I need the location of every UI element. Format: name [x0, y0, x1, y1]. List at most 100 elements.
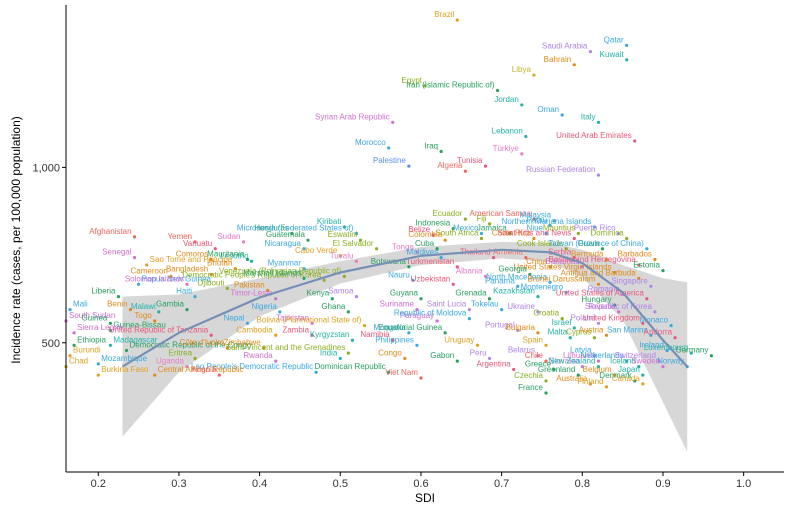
- data-point-label: Ecuador: [433, 209, 463, 218]
- data-point-group: Fiji: [476, 214, 492, 226]
- data-point-label: Slovakia: [549, 357, 580, 366]
- data-point: [637, 276, 641, 280]
- data-point-label: United States of America: [556, 289, 645, 298]
- data-point-group: Ghana: [321, 302, 350, 314]
- x-tick-label: 0.3: [171, 478, 186, 490]
- data-point-group: Belarus: [508, 346, 540, 358]
- data-point: [572, 236, 576, 241]
- data-point-label: Romania: [588, 285, 621, 294]
- data-point-label: Madagascar: [113, 335, 157, 344]
- data-point: [374, 247, 379, 251]
- data-point-label: Tajikistan: [276, 313, 309, 322]
- data-point-label: Taiwan (Province of China): [548, 239, 644, 248]
- data-point-label: Costa Rica: [492, 228, 532, 237]
- data-point-label: Iran (Islamic Republic of): [406, 81, 495, 90]
- data-point: [435, 247, 439, 251]
- data-point-label: Paraguay: [400, 311, 434, 320]
- data-point: [310, 333, 314, 337]
- data-point-label: Afghanistan: [89, 227, 131, 236]
- data-point: [443, 238, 447, 242]
- data-point-label: Togo: [134, 311, 152, 320]
- data-point: [572, 63, 576, 67]
- data-point-label: Viet Nam: [385, 368, 418, 377]
- data-point-label: Saint Vincent and the Grenadines: [226, 343, 346, 352]
- data-point-label: Micronesia (Federated States of): [237, 224, 354, 233]
- data-point: [455, 359, 459, 363]
- data-point-group: Switzerland: [615, 351, 661, 363]
- data-point-group: United States of America: [556, 289, 649, 301]
- data-point: [496, 88, 500, 93]
- x-tick-label: 0.8: [575, 478, 590, 490]
- data-point-group: Mali: [68, 300, 88, 312]
- data-point-group: Honduras: [254, 224, 294, 236]
- data-point-label: Indonesia: [416, 219, 451, 228]
- data-point: [544, 231, 548, 236]
- data-point-label: Kiribati: [317, 217, 342, 226]
- data-point: [463, 169, 467, 173]
- data-point-label: Nepal: [224, 313, 245, 322]
- data-point-group: Mongolia: [373, 323, 411, 335]
- data-point-group: South Africa: [435, 228, 484, 241]
- data-point-group: Sweden: [631, 357, 665, 369]
- data-point-group: Burkina Faso: [96, 365, 149, 377]
- data-point: [544, 359, 548, 363]
- data-point-label: Namibia: [360, 330, 390, 339]
- data-point-group: Monaco: [640, 316, 673, 328]
- data-point-label: Bosnia and Herzegovina: [549, 255, 637, 264]
- data-point: [653, 310, 657, 314]
- data-point-group: Antigua and Barbuda: [561, 268, 641, 280]
- data-point-label: Haiti: [176, 287, 192, 296]
- data-point-group: Kyrgyzstan: [310, 330, 354, 342]
- data-point: [245, 257, 250, 262]
- data-point-group: Madagascar: [108, 335, 158, 347]
- data-point: [576, 231, 580, 236]
- data-point-label: Iraq: [424, 141, 438, 150]
- data-point-group: Poland: [571, 313, 601, 325]
- data-point-label: Türkiye: [493, 144, 520, 153]
- data-point-label: Botswana: [371, 257, 407, 266]
- data-point-label: Lesotho: [220, 251, 249, 260]
- data-point: [673, 336, 677, 340]
- data-point: [439, 256, 443, 260]
- data-point-label: United Arab Emirates: [556, 131, 632, 140]
- data-point-label: Uzbekistan: [411, 274, 451, 283]
- data-point-label: Malawi: [131, 302, 156, 311]
- data-point-label: Sierra Leone: [77, 323, 123, 332]
- data-point-group: Andorra: [644, 328, 677, 340]
- data-point: [604, 257, 609, 262]
- data-point-label: Bahamas: [546, 257, 580, 266]
- data-point-label: Papua New Guinea: [142, 274, 212, 283]
- data-point-group: Gambia: [156, 300, 189, 312]
- data-point-group: China: [526, 257, 552, 269]
- data-point-label: Marshall Islands: [243, 268, 301, 277]
- data-point-label: Lao People's Democratic Republic: [191, 362, 313, 371]
- x-ticks: 0.2 0.3 0.4 0.5 0.6 0.7 0.8 0.9 1.0: [91, 472, 751, 490]
- data-point: [625, 236, 629, 241]
- data-point-label: North Macedonia: [486, 272, 547, 281]
- data-point-group: Puerto Rico: [574, 224, 621, 236]
- data-point-label: Oman: [537, 105, 559, 114]
- data-point-label: Sao Tome and Principe: [150, 255, 233, 264]
- data-point: [72, 343, 76, 347]
- data-point-group: Congo: [378, 348, 407, 361]
- data-point-label: Tokelau: [471, 300, 499, 309]
- data-point-label: Guyana: [390, 289, 419, 298]
- data-point-group: Germany: [675, 346, 713, 358]
- data-point-group: Austria: [579, 325, 609, 337]
- data-point: [463, 217, 467, 221]
- data-point: [580, 365, 584, 369]
- data-point-label: Mauritania: [207, 249, 245, 258]
- data-point-label: Republic of Korea: [588, 302, 652, 311]
- data-point-group: Ethiopia: [72, 335, 107, 347]
- data-point-label: Czechia: [514, 371, 543, 380]
- data-point-label: Cambodia: [236, 325, 273, 334]
- data-point-group: Guinea-Bissau: [108, 320, 166, 333]
- data-point: [544, 343, 548, 347]
- data-point: [604, 333, 609, 337]
- data-point: [536, 331, 540, 335]
- x-tick-label: 0.4: [252, 478, 267, 490]
- data-point: [588, 50, 592, 54]
- data-point: [572, 256, 576, 260]
- data-point-group: Bosnia and Herzegovina: [549, 255, 641, 267]
- data-point: [137, 282, 141, 286]
